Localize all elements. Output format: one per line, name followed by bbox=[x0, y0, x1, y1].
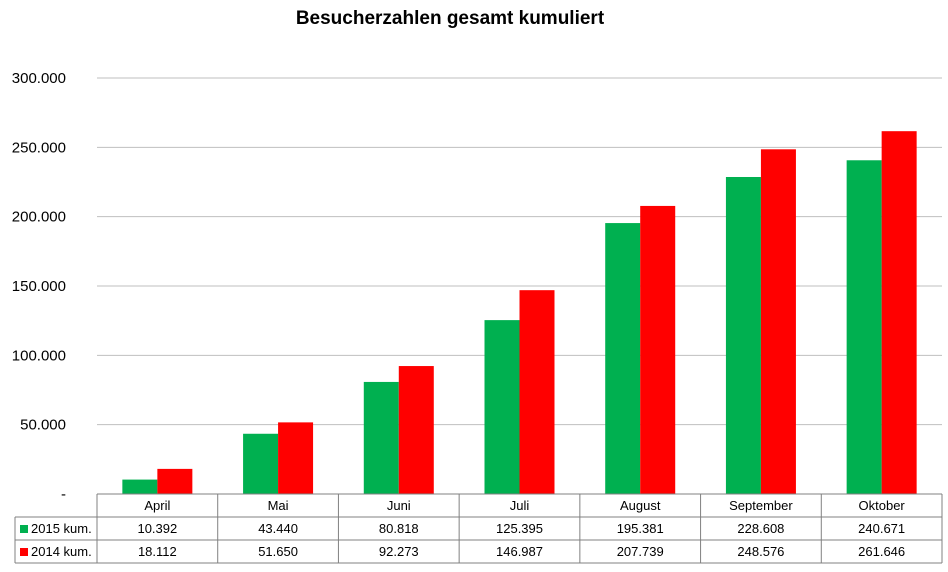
y-tick-label: 200.000 bbox=[12, 209, 66, 226]
bar bbox=[725, 176, 761, 495]
x-tick-label: September bbox=[729, 498, 793, 513]
bar bbox=[278, 422, 314, 494]
y-tick-label: 100.000 bbox=[12, 347, 66, 364]
data-label: 125.395 bbox=[496, 521, 543, 536]
bar bbox=[363, 381, 399, 494]
data-label: 51.650 bbox=[258, 544, 298, 559]
data-label: 240.671 bbox=[858, 521, 905, 536]
chart-title: Besucherzahlen gesamt kumuliert bbox=[295, 8, 605, 29]
data-label: 207.739 bbox=[617, 544, 664, 559]
data-label: 92.273 bbox=[379, 544, 419, 559]
data-label: 195.381 bbox=[617, 521, 664, 536]
data-label: 10.392 bbox=[137, 521, 177, 536]
x-tick-label: Oktober bbox=[859, 498, 906, 513]
data-label: 43.440 bbox=[258, 521, 298, 536]
y-tick-label: - bbox=[61, 486, 66, 503]
bar bbox=[484, 320, 520, 494]
data-label: 80.818 bbox=[379, 521, 419, 536]
data-label: 248.576 bbox=[737, 544, 784, 559]
data-label: 261.646 bbox=[858, 544, 905, 559]
data-label: 18.112 bbox=[138, 544, 177, 559]
x-tick-label: Mai bbox=[268, 498, 289, 513]
bar bbox=[760, 149, 796, 494]
y-tick-label: 150.000 bbox=[12, 278, 66, 295]
bar bbox=[881, 131, 917, 495]
x-tick-label: April bbox=[144, 498, 170, 513]
data-label: 228.608 bbox=[737, 521, 784, 536]
bar bbox=[398, 366, 434, 494]
y-tick-label: 250.000 bbox=[12, 139, 66, 156]
legend-entry: 2014 kum. bbox=[31, 544, 92, 559]
bar bbox=[640, 205, 676, 495]
x-tick-label: Juni bbox=[387, 498, 411, 513]
y-tick-label: 50.000 bbox=[20, 417, 66, 434]
bar bbox=[122, 479, 158, 494]
x-tick-label: August bbox=[620, 498, 661, 513]
legend-entry: 2015 kum. bbox=[31, 521, 92, 536]
data-label: 146.987 bbox=[496, 544, 543, 559]
bar bbox=[157, 468, 193, 494]
bar bbox=[605, 223, 641, 494]
x-tick-label: Juli bbox=[510, 498, 530, 513]
bar bbox=[846, 160, 882, 495]
bar bbox=[243, 433, 279, 494]
legend-swatch bbox=[20, 525, 28, 533]
y-tick-label: 300.000 bbox=[12, 70, 66, 87]
legend-swatch bbox=[20, 548, 28, 556]
bar bbox=[519, 290, 555, 494]
